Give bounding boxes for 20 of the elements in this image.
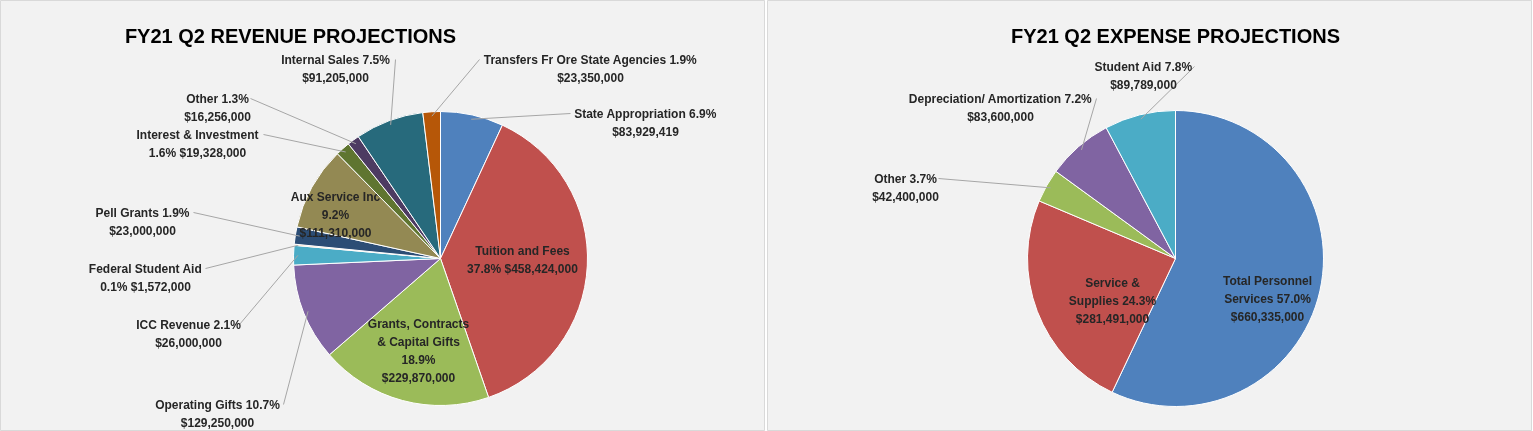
chart-title: FY21 Q2 REVENUE PROJECTIONS — [124, 24, 457, 47]
slice-label: Other 3.7% $42,400,000 — [872, 171, 940, 204]
slice-label: State Appropriation 6.9% $83,929,419 — [574, 106, 717, 139]
slice-label: Student Aid 7.8% $89,789,000 — [1094, 59, 1193, 92]
slice-label: Pell Grants 1.9% $23,000,000 — [95, 205, 190, 238]
slice-label: Internal Sales 7.5% $91,205,000 — [281, 52, 391, 85]
chart-title: FY21 Q2 EXPENSE PROJECTIONS — [1011, 24, 1340, 47]
slice-label: Depreciation/ Amortization 7.2% $83,600,000 — [908, 91, 1093, 124]
slice-label: ICC Revenue 2.1% $26,000,000 — [136, 317, 242, 350]
slice-label: Operating Gifts 10.7% $129,250,000 — [155, 397, 281, 430]
slice-label: Other 1.3% $16,256,000 — [184, 91, 252, 124]
slice-label: Tuition and Fees — [475, 243, 571, 258]
slice-label: Interest & Investment — [136, 127, 259, 142]
slice-label: Federal Student Aid — [88, 261, 202, 276]
data-label: 1.6% $19,328,000 — [148, 145, 247, 160]
data-label: 0.1% $1,572,000 — [100, 279, 192, 294]
data-label: 37.8% $458,424,000 — [467, 261, 579, 276]
data-label: 18.9% $229,870,000 — [381, 352, 456, 385]
slice-label: Total Personnel Services 57.0% $660,335,000 — [1222, 273, 1313, 324]
slice-label: Transfers Fr Ore State Agencies 1.9% $23,350,000 — [483, 52, 698, 85]
